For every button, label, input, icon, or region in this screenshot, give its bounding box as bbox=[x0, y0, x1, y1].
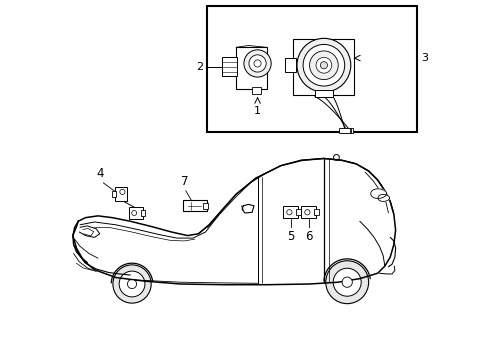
Bar bbox=[339, 129, 350, 134]
Text: 4: 4 bbox=[96, 167, 103, 180]
Bar bbox=[141, 210, 145, 216]
Circle shape bbox=[244, 50, 271, 77]
Text: 2: 2 bbox=[196, 62, 203, 72]
Circle shape bbox=[342, 277, 352, 287]
Circle shape bbox=[333, 268, 361, 296]
Bar bbox=[236, 47, 267, 89]
Text: 6: 6 bbox=[305, 230, 313, 243]
Circle shape bbox=[297, 39, 351, 92]
Polygon shape bbox=[371, 189, 387, 198]
Text: 3: 3 bbox=[421, 53, 428, 63]
Circle shape bbox=[320, 62, 327, 69]
Circle shape bbox=[127, 279, 137, 289]
Text: 1: 1 bbox=[254, 106, 261, 116]
Bar bbox=[221, 57, 237, 76]
Polygon shape bbox=[79, 226, 100, 237]
Polygon shape bbox=[73, 158, 395, 285]
Bar bbox=[296, 209, 301, 215]
Circle shape bbox=[310, 51, 338, 80]
Bar bbox=[183, 200, 207, 211]
Text: 5: 5 bbox=[287, 230, 294, 243]
Polygon shape bbox=[242, 204, 254, 213]
Bar bbox=[314, 209, 319, 215]
Bar bbox=[203, 203, 208, 208]
Bar bbox=[128, 207, 143, 219]
Text: 7: 7 bbox=[181, 175, 189, 188]
Bar bbox=[252, 87, 261, 94]
Bar bbox=[340, 129, 351, 134]
Bar bbox=[116, 186, 127, 201]
Circle shape bbox=[326, 261, 368, 303]
Circle shape bbox=[316, 57, 332, 73]
Circle shape bbox=[303, 44, 344, 86]
Bar bbox=[301, 206, 317, 218]
Bar bbox=[112, 191, 116, 197]
Bar bbox=[343, 129, 353, 134]
Circle shape bbox=[113, 265, 151, 303]
Polygon shape bbox=[378, 194, 390, 201]
Bar bbox=[294, 39, 354, 95]
Bar bbox=[315, 90, 333, 97]
Bar bbox=[285, 58, 296, 72]
Circle shape bbox=[119, 271, 145, 297]
Bar bbox=[283, 206, 298, 218]
Bar bbox=[207, 6, 417, 132]
Circle shape bbox=[249, 55, 266, 72]
